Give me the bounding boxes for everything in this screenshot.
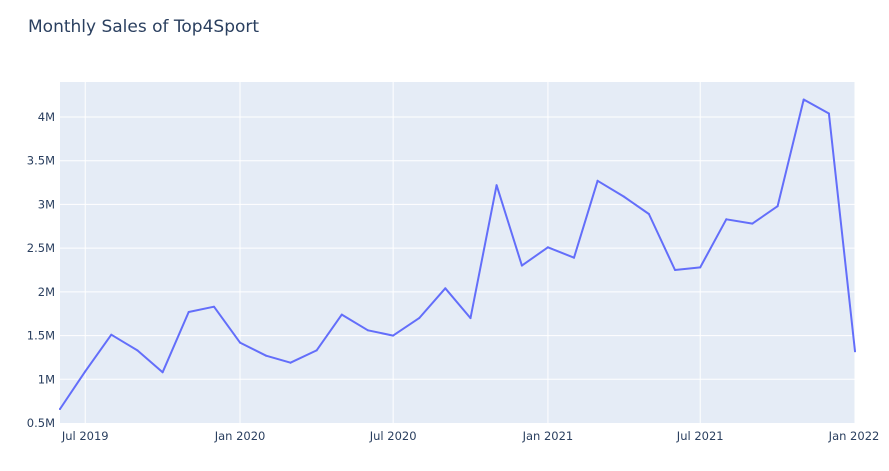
x-tick-label: Jul 2020 bbox=[369, 429, 417, 443]
x-tick-label: Jul 2021 bbox=[676, 429, 724, 443]
y-tick-label: 0.5M bbox=[27, 416, 55, 430]
plot-area bbox=[60, 82, 855, 423]
y-tick-label: 1M bbox=[38, 372, 55, 386]
data-point bbox=[751, 222, 754, 225]
y-tick-label: 3.5M bbox=[27, 154, 55, 168]
x-tick-label: Jul 2019 bbox=[61, 429, 109, 443]
data-point bbox=[622, 195, 625, 198]
data-point bbox=[213, 305, 215, 308]
data-point bbox=[725, 218, 728, 221]
data-point bbox=[827, 112, 830, 115]
data-point bbox=[699, 266, 702, 269]
chart-title: Monthly Sales of Top4Sport bbox=[28, 17, 259, 37]
y-tick-label: 2M bbox=[38, 285, 55, 299]
y-tick-label: 3M bbox=[38, 197, 55, 211]
data-point bbox=[776, 205, 779, 208]
data-point bbox=[59, 408, 61, 410]
y-tick-label: 1.5M bbox=[27, 329, 55, 343]
data-point bbox=[110, 333, 113, 336]
data-point bbox=[392, 334, 395, 337]
data-point bbox=[854, 350, 856, 353]
x-tick-label: Jan 2021 bbox=[522, 429, 574, 443]
data-point bbox=[546, 246, 549, 249]
data-point bbox=[84, 370, 87, 373]
series-line-monthly-sales bbox=[59, 98, 856, 410]
data-point bbox=[596, 179, 599, 182]
y-gridlines bbox=[60, 116, 855, 380]
data-point bbox=[161, 371, 164, 374]
data-point bbox=[187, 311, 190, 313]
x-tick-label: Jan 2020 bbox=[214, 429, 266, 443]
y-tick-label: 2.5M bbox=[27, 241, 55, 255]
data-point bbox=[366, 329, 369, 332]
data-point bbox=[136, 349, 139, 352]
data-point bbox=[674, 269, 676, 271]
data-point bbox=[495, 184, 498, 187]
data-point bbox=[315, 349, 318, 352]
x-tick-label: Jan 2022 bbox=[828, 429, 880, 443]
data-point bbox=[265, 354, 268, 357]
x-gridlines bbox=[84, 82, 856, 423]
data-point bbox=[444, 287, 447, 290]
data-point bbox=[239, 341, 241, 344]
data-point bbox=[469, 317, 472, 320]
data-points bbox=[59, 98, 856, 410]
data-point bbox=[340, 313, 343, 316]
data-point bbox=[573, 256, 575, 259]
y-tick-label: 4M bbox=[38, 110, 55, 124]
data-point bbox=[802, 98, 805, 101]
data-point bbox=[289, 361, 292, 364]
data-point bbox=[418, 317, 421, 320]
data-point bbox=[520, 264, 523, 267]
y-axis-tick-labels: 0.5M 1M 1.5M 2M 2.5M 3M 3.5M 4M bbox=[27, 110, 55, 430]
data-point bbox=[647, 213, 650, 215]
x-axis-tick-labels: Jul 2019 Jan 2020 Jul 2020 Jan 2021 Jul 2021… bbox=[61, 429, 879, 443]
